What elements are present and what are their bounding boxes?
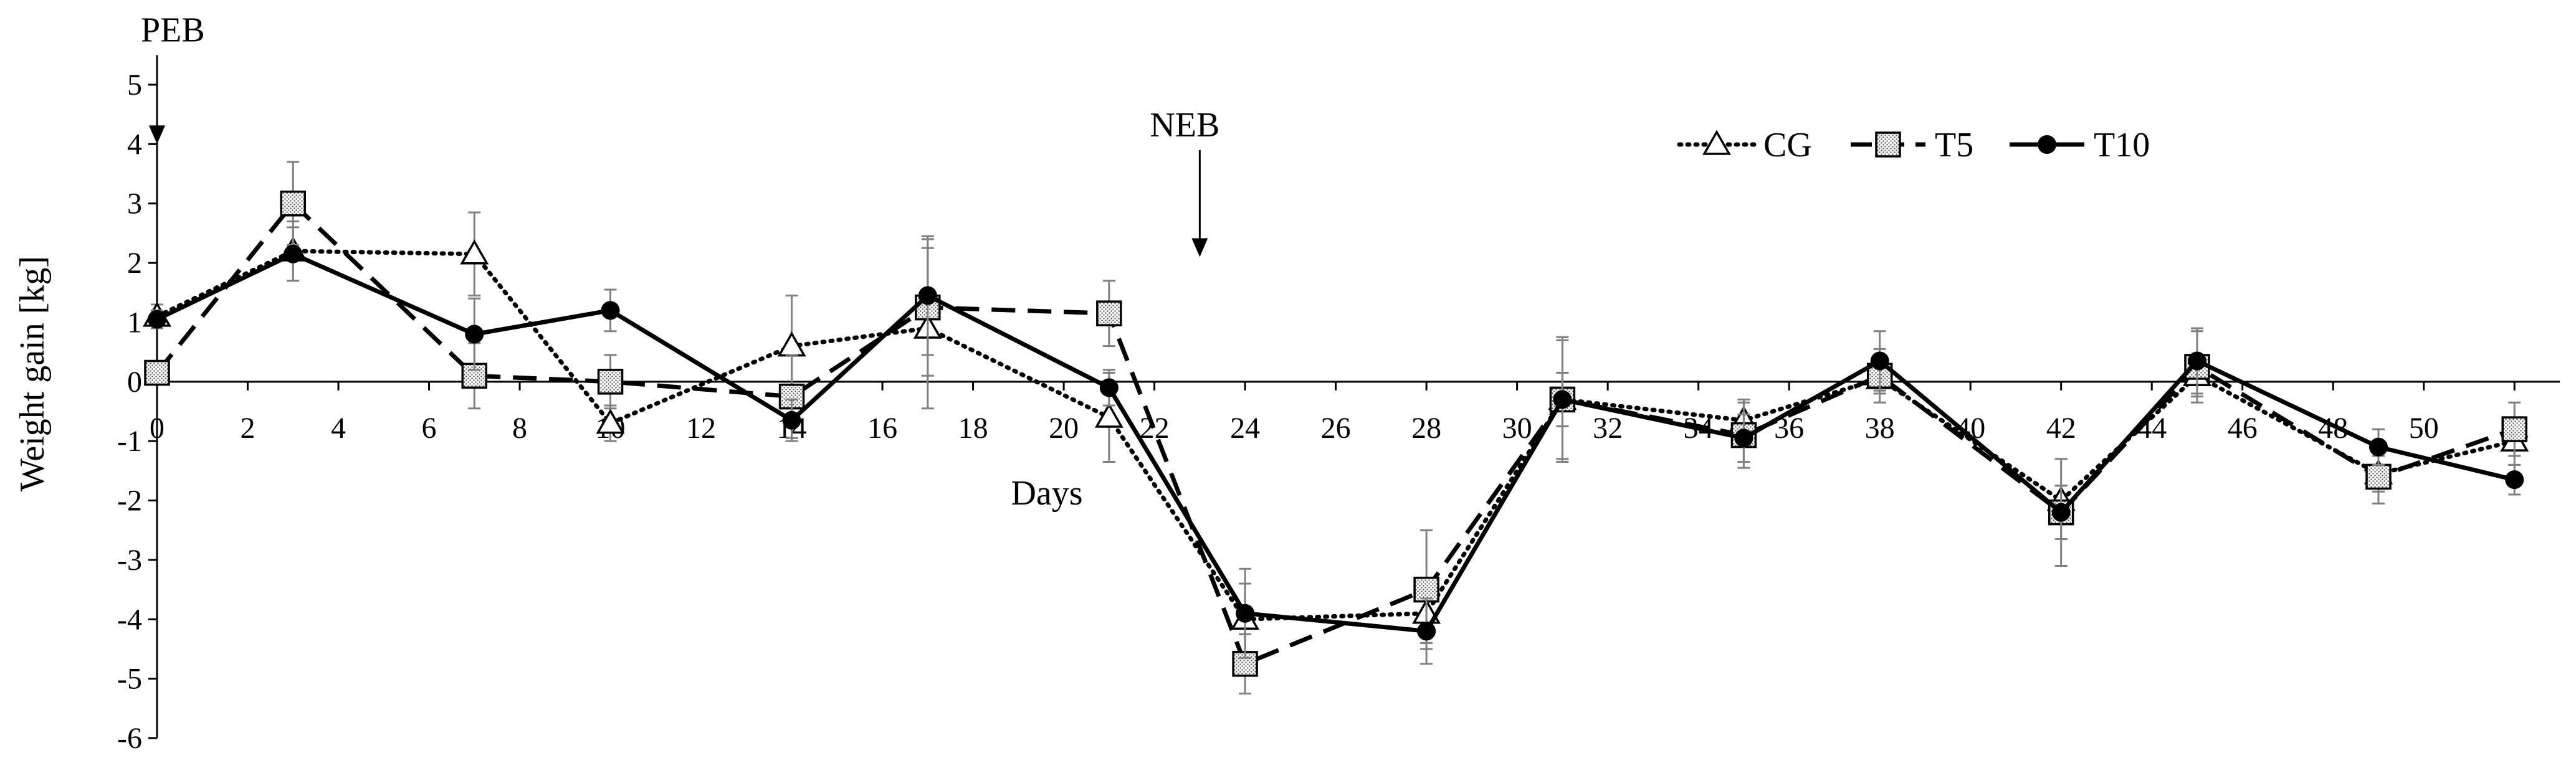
data-point xyxy=(596,409,625,434)
legend-marker xyxy=(1702,130,1732,155)
x-tick-label: 18 xyxy=(958,412,988,445)
y-tick-label: 4 xyxy=(127,128,142,161)
series-line xyxy=(155,200,2516,667)
y-tick-label: 1 xyxy=(127,306,142,339)
legend-item-cg: CG xyxy=(1677,126,1812,164)
y-tick-label: -6 xyxy=(117,722,142,755)
data-point xyxy=(2368,437,2388,457)
x-tick-label: 16 xyxy=(867,412,897,445)
data-point xyxy=(1553,390,1572,409)
data-point xyxy=(1094,402,1123,428)
x-tick-label: 22 xyxy=(1140,412,1170,445)
data-point xyxy=(1236,604,1255,623)
x-tick-label: 32 xyxy=(1593,412,1623,445)
data-point xyxy=(2501,416,2527,442)
x-tick-label: 6 xyxy=(422,412,437,445)
y-tick-label: -4 xyxy=(117,603,142,636)
x-tick-label: 24 xyxy=(1230,412,1260,445)
legend-label: CG xyxy=(1763,126,1812,164)
data-point xyxy=(1413,576,1439,603)
annotation-label: NEB xyxy=(1150,106,1219,145)
data-point xyxy=(144,359,170,386)
data-point xyxy=(2365,463,2392,490)
data-point xyxy=(1734,429,1753,448)
x-tick-label: 26 xyxy=(1321,412,1351,445)
y-tick-label: -5 xyxy=(117,663,142,696)
legend-item-t5: T5 xyxy=(1851,126,1973,164)
annotation-neb: NEB xyxy=(1150,106,1219,257)
data-point xyxy=(148,310,166,329)
x-tick-label: 30 xyxy=(1502,412,1532,445)
annotation-peb: PEB xyxy=(141,11,205,145)
series-t10 xyxy=(148,226,2524,665)
axes xyxy=(148,72,2560,739)
data-point xyxy=(2505,470,2524,490)
x-tick-label: 2 xyxy=(241,412,255,445)
arrow-head xyxy=(149,125,165,145)
data-point xyxy=(2187,351,2206,371)
data-point xyxy=(597,369,624,395)
y-tick-label: 3 xyxy=(127,187,142,220)
x-tick-label: 50 xyxy=(2409,412,2439,445)
data-point xyxy=(460,239,489,265)
y-tick-label: -2 xyxy=(117,485,142,518)
data-point xyxy=(918,286,937,305)
legend-marker xyxy=(2038,135,2056,154)
annotation-label: PEB xyxy=(141,11,205,49)
y-tick-label: -1 xyxy=(117,425,142,458)
x-tick-label: 8 xyxy=(512,412,527,445)
data-point xyxy=(1417,622,1436,641)
x-tick-label: 42 xyxy=(2046,412,2076,445)
y-tick-label: 2 xyxy=(127,247,142,280)
arrow-head xyxy=(1191,238,1208,257)
annotations: PEB NEB xyxy=(141,11,1219,257)
data-point xyxy=(2051,503,2071,522)
x-axis-title: Days xyxy=(1011,474,1082,513)
data-point xyxy=(284,244,303,263)
legend-label: T5 xyxy=(1935,126,1973,164)
tick-labels: -6-5-4-3-2-10123450246810121416182022242… xyxy=(117,69,2529,755)
data-point xyxy=(1870,351,1889,371)
x-tick-label: 4 xyxy=(331,412,346,445)
data-point xyxy=(1096,300,1122,326)
data-point xyxy=(465,325,484,344)
x-tick-label: 0 xyxy=(150,412,165,445)
data-point xyxy=(1099,378,1119,397)
x-tick-label: 28 xyxy=(1411,412,1441,445)
series-layer xyxy=(142,161,2529,694)
y-tick-label: -3 xyxy=(117,544,142,577)
y-axis-title: Weight gain [kg] xyxy=(13,256,52,491)
legend: CG T5 T10 xyxy=(1677,126,2150,164)
y-tick-label: 0 xyxy=(127,366,142,399)
legend-marker xyxy=(1875,131,1901,158)
data-point xyxy=(601,301,620,320)
series-line xyxy=(156,251,2516,634)
data-point xyxy=(782,410,801,430)
x-tick-label: 12 xyxy=(686,412,716,445)
legend-label: T10 xyxy=(2094,126,2150,164)
x-tick-label: 38 xyxy=(1865,412,1895,445)
x-tick-label: 46 xyxy=(2228,412,2258,445)
legend-item-t10: T10 xyxy=(2010,126,2150,164)
data-point xyxy=(280,190,307,217)
y-tick-label: 5 xyxy=(127,69,142,102)
x-tick-label: 20 xyxy=(1049,412,1079,445)
